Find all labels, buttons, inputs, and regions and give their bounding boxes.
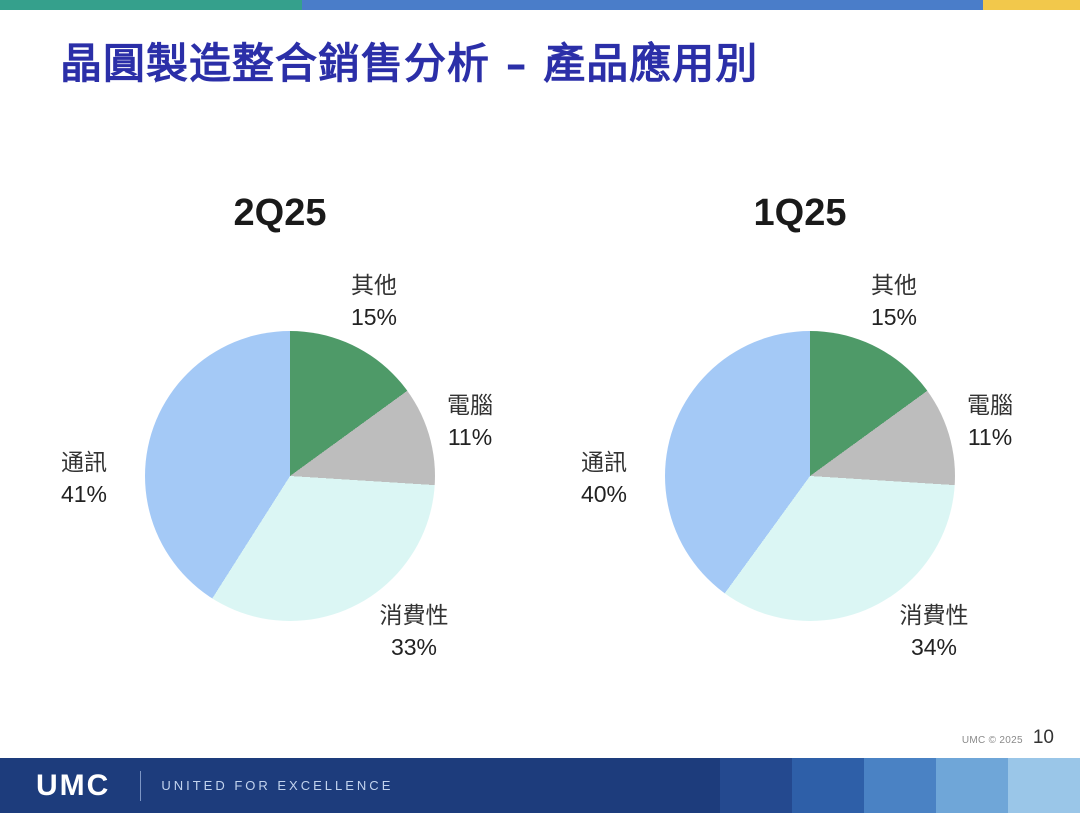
slice-label-percent: 41% [60, 481, 108, 508]
pie-area-1q25: 其他 15% 電腦 11% 通訊 40% 消費性 34% [560, 243, 1040, 713]
umc-logo: UMC [36, 768, 111, 802]
slice-label-text: 消費性 [899, 603, 969, 629]
brand-bar: UMC UNITED FOR EXCELLENCE [0, 758, 1080, 813]
slice-label-text: 電腦 [967, 393, 1013, 419]
slice-label-text: 其他 [351, 273, 397, 299]
accent-segment-teal [0, 0, 303, 10]
color-band [792, 758, 864, 813]
slice-label-computer: 電腦 11% [424, 391, 516, 453]
pie-chart-1q25: 1Q25 其他 15% 電腦 11% 通訊 40% 消費性 34% [560, 192, 1040, 713]
slice-label-percent: 11% [447, 424, 493, 451]
accent-segment-blue [302, 0, 983, 10]
top-accent-bar [0, 0, 1080, 10]
slice-label-percent: 11% [967, 424, 1013, 451]
slice-label-communication: 通訊 40% [558, 448, 650, 510]
color-band [1008, 758, 1080, 813]
copyright-text: UMC © 2025 [961, 735, 1023, 746]
slice-label-text: 通訊 [581, 450, 627, 476]
footer-info: UMC © 2025 10 [962, 727, 1054, 749]
slice-label-percent: 15% [870, 304, 918, 331]
page-title: 晶圓製造整合銷售分析 – 產品應用別 [60, 39, 759, 88]
pie-area-2q25: 其他 15% 電腦 11% 通訊 41% 消費性 33% [40, 243, 520, 713]
chart-title-1q25: 1Q25 [753, 192, 847, 234]
slice-label-percent: 34% [910, 634, 958, 661]
brand-tagline: UNITED FOR EXCELLENCE [161, 778, 394, 793]
chart-title-2q25: 2Q25 [233, 192, 327, 234]
slice-label-consumer: 消費性 33% [358, 601, 470, 663]
pie-chart-2q25: 2Q25 其他 15% 電腦 11% 通訊 41% 消費性 33% [40, 192, 520, 713]
slice-label-text: 消費性 [379, 603, 449, 629]
slice-label-others: 其他 15% [842, 271, 946, 333]
page-number: 10 [1032, 727, 1054, 748]
color-band [864, 758, 936, 813]
slice-label-others: 其他 15% [322, 271, 426, 333]
accent-segment-yellow [982, 0, 1080, 10]
slice-label-text: 通訊 [61, 450, 107, 476]
slice-label-communication: 通訊 41% [38, 448, 130, 510]
brand-bar-divider [140, 770, 142, 801]
slice-label-text: 電腦 [447, 393, 493, 419]
pie-1q25 [665, 331, 955, 621]
pie-2q25 [145, 331, 435, 621]
slice-label-percent: 40% [580, 481, 628, 508]
color-band [720, 758, 792, 813]
slice-label-computer: 電腦 11% [944, 391, 1036, 453]
brand-bar-color-bands [720, 758, 1080, 813]
slice-label-consumer: 消費性 34% [878, 601, 990, 663]
slice-label-percent: 15% [350, 304, 398, 331]
color-band [936, 758, 1008, 813]
slice-label-percent: 33% [390, 634, 438, 661]
slice-label-text: 其他 [871, 273, 917, 299]
